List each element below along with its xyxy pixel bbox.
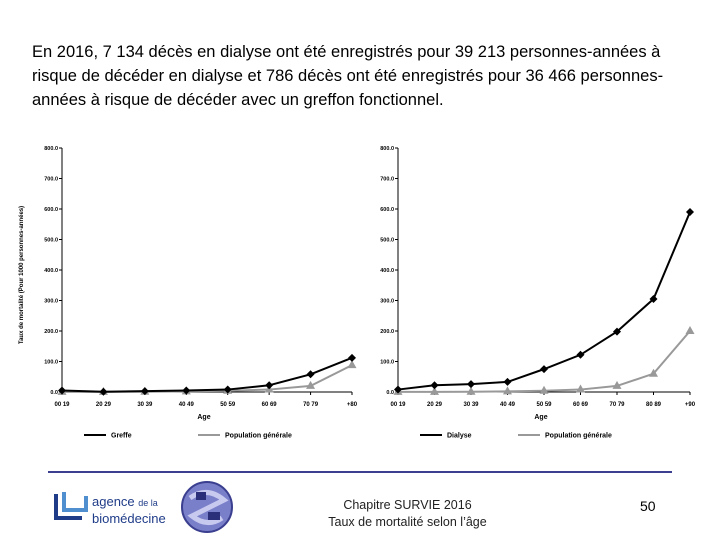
data-point-triangle <box>503 386 512 395</box>
x-tick-label: 20 29 <box>96 402 112 408</box>
y-tick-label: 0.0 <box>386 390 394 396</box>
intro-text: En 2016, 7 134 décès en dialyse ont été … <box>32 43 664 109</box>
data-point-diamond <box>576 350 585 359</box>
x-tick-label: 00 19 <box>390 402 406 408</box>
y-tick-label: 200.0 <box>380 329 394 335</box>
data-point-triangle <box>539 385 549 394</box>
legend-label: Dialyse <box>447 433 472 440</box>
data-point-diamond <box>306 370 315 379</box>
legend-label: Population générale <box>225 433 292 440</box>
y-tick-label: 100.0 <box>44 360 58 366</box>
data-point-diamond <box>348 353 356 362</box>
data-point-diamond <box>686 208 694 217</box>
y-tick-label: 600.0 <box>380 207 394 213</box>
page-number: 50 <box>640 498 656 514</box>
data-point-diamond <box>182 386 191 395</box>
x-tick-label: +90 <box>685 402 696 408</box>
x-tick-label: +80 <box>347 402 358 408</box>
y-tick-label: 700.0 <box>44 177 58 183</box>
agence-logo-text: agence de la biomédecine <box>92 494 166 526</box>
footer-chapter: Chapitre SURVIE 2016 <box>343 498 472 512</box>
footer-caption: Chapitre SURVIE 2016 Taux de mortalité s… <box>300 497 515 531</box>
data-point-triangle <box>576 384 585 393</box>
x-tick-label: 60 69 <box>262 402 278 408</box>
data-point-triangle <box>685 326 695 334</box>
y-tick-label: 300.0 <box>380 299 394 305</box>
y-tick-label: 400.0 <box>380 268 394 274</box>
series-line-greffe <box>61 356 353 393</box>
series-line-dialyse <box>397 211 691 391</box>
x-tick-label: 70 79 <box>303 402 319 408</box>
data-point-diamond <box>467 380 475 389</box>
y-tick-label: 500.0 <box>380 238 394 244</box>
x-tick-label: 60 69 <box>573 402 589 408</box>
data-point-diamond <box>540 365 548 374</box>
data-point-diamond <box>613 327 621 336</box>
y-tick-label: 0.0 <box>50 390 58 396</box>
y-tick-label: 300.0 <box>44 299 58 305</box>
globe-icon <box>181 481 233 533</box>
x-tick-label: 50 59 <box>536 402 552 408</box>
y-tick-label: 800.0 <box>380 146 394 152</box>
data-point-diamond <box>140 387 149 396</box>
x-tick-label: 30 39 <box>137 402 153 408</box>
legend-label: Greffe <box>111 433 132 440</box>
x-tick-label: 80 89 <box>646 402 662 408</box>
data-point-triangle <box>466 386 476 395</box>
footer-subtitle: Taux de mortalité selon l’âge <box>328 515 487 529</box>
y-tick-label: 100.0 <box>380 360 394 366</box>
y-tick-label: 700.0 <box>380 177 394 183</box>
data-point-diamond <box>265 381 274 390</box>
x-axis-label: Age <box>534 414 547 421</box>
data-point-diamond <box>58 386 66 395</box>
agence-logo-icon <box>54 492 88 520</box>
x-tick-label: 00 19 <box>54 402 70 408</box>
data-point-diamond <box>503 377 512 386</box>
logo-line2: biomédecine <box>92 511 166 526</box>
x-tick-label: 20 29 <box>427 402 443 408</box>
x-tick-label: 40 49 <box>179 402 195 408</box>
x-tick-label: 50 59 <box>220 402 236 408</box>
data-point-triangle <box>347 360 357 369</box>
legend-label: Population générale <box>545 433 612 440</box>
x-axis-label: Age <box>197 414 210 421</box>
data-point-diamond <box>223 385 232 394</box>
data-point-diamond <box>649 294 658 303</box>
charts-area: 0.0 100.0 200.0 300.0 400.0 500.0 600.0 700.0 80… <box>19 146 696 440</box>
data-point-triangle <box>649 368 658 377</box>
data-point-diamond <box>99 387 108 396</box>
y-tick-label: 600.0 <box>44 207 58 213</box>
series-line-population-g-n-rale <box>398 330 691 393</box>
y-tick-label: 500.0 <box>44 238 58 244</box>
data-point-diamond <box>430 381 439 390</box>
footer-divider <box>48 471 672 473</box>
y-axis-label: Taux de mortalité (Pour 1000 personnes-a… <box>19 206 25 344</box>
data-point-triangle <box>430 386 439 395</box>
logo-de-la: de la <box>138 498 158 508</box>
data-point-triangle <box>612 380 622 389</box>
x-tick-label: 70 79 <box>609 402 625 408</box>
x-tick-label: 40 49 <box>500 402 516 408</box>
data-point-triangle <box>306 380 316 389</box>
data-point-diamond <box>394 385 402 394</box>
y-tick-label: 400.0 <box>44 268 58 274</box>
logo-line1: agence <box>92 494 135 509</box>
y-tick-label: 800.0 <box>44 146 58 152</box>
y-tick-label: 200.0 <box>44 329 58 335</box>
x-tick-label: 30 39 <box>463 402 479 408</box>
